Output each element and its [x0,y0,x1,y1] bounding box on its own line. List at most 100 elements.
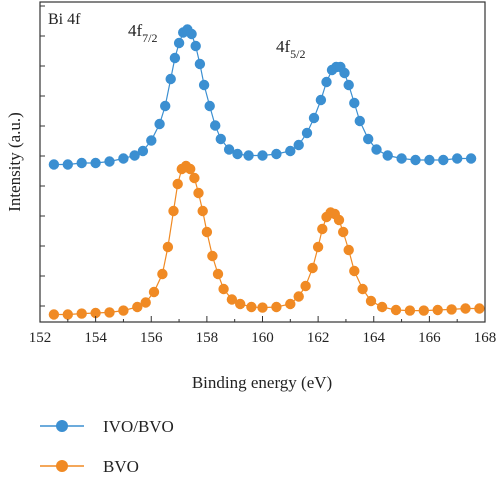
data-point [365,295,377,307]
series-ivo-bvo [48,24,477,170]
data-point [300,280,311,292]
x-tick-label: 164 [363,330,386,346]
data-point [90,157,101,169]
peak-label-4f52-sub: 5/2 [290,47,305,61]
data-point [293,139,304,151]
data-point [132,301,143,313]
data-point [307,262,318,274]
data-point [235,298,246,310]
data-point [243,150,254,161]
svg-text:4f5/2: 4f5/2 [276,37,306,61]
legend-label: IVO/BVO [103,417,174,436]
data-point [197,205,208,217]
data-point [376,301,388,313]
data-point [382,150,393,161]
peak-label-4f52-base: 4f [276,37,291,56]
data-point [165,73,176,85]
data-point [343,244,354,256]
data-point [162,241,174,253]
x-tick-label: 166 [418,330,441,346]
panel-label: Bi 4f [48,11,81,28]
data-point [246,301,257,313]
legend: IVO/BVO BVO [40,417,174,476]
data-point [293,291,304,302]
data-point [148,286,160,298]
svg-text:4f7/2: 4f7/2 [128,21,158,45]
data-point [190,40,201,52]
data-point [146,135,157,146]
data-point [76,157,87,169]
data-point [285,145,296,157]
legend-label: BVO [103,457,139,476]
data-point [118,153,129,164]
data-point [172,178,183,190]
data-point [173,37,185,49]
data-point [48,309,60,320]
data-point [193,187,204,199]
data-point [357,283,368,295]
data-point [271,148,282,160]
data-point [396,153,407,164]
data-point [169,52,181,64]
x-tick-label: 160 [251,330,274,346]
x-tick-label: 168 [474,330,497,346]
data-point [140,297,151,308]
data-point [363,133,374,145]
data-series-layer [48,24,485,320]
data-point [104,156,115,167]
data-point [62,309,73,320]
y-axis-ticks [40,5,45,307]
data-point [371,144,382,155]
data-point [312,241,324,253]
data-point [118,305,129,316]
data-point [315,94,327,106]
data-point [390,304,402,316]
data-point [223,144,235,155]
data-point [410,154,421,166]
data-point [321,76,332,88]
series-line [53,28,472,166]
legend-marker [56,460,68,472]
data-point [212,268,224,280]
data-point [404,305,416,316]
data-point [418,305,429,316]
x-tick-label: 158 [196,330,219,346]
legend-item: IVO/BVO [40,417,174,436]
data-point [474,303,485,314]
data-point [257,150,268,161]
data-point [198,79,210,91]
data-point [257,302,268,313]
x-axis-title: Binding energy (eV) [192,373,332,392]
data-point [349,97,360,109]
peak-label-4f72-sub: 7/2 [142,31,157,45]
data-point [62,159,73,170]
data-point [154,118,165,130]
data-point [207,250,218,262]
data-point [349,265,360,277]
peak-label-4f52: 4f5/2 [276,37,306,61]
data-point [104,307,115,318]
data-point [333,214,345,226]
data-point [460,303,471,314]
data-point [215,133,226,145]
data-point [446,304,457,315]
data-point [168,205,179,217]
data-point [48,159,60,170]
legend-item: BVO [40,457,139,476]
data-point [189,172,200,184]
data-point [424,154,435,166]
data-point [157,268,168,280]
data-point [338,226,349,238]
data-point [76,308,87,319]
data-point [271,301,282,313]
x-tick-label: 152 [29,330,52,346]
data-point [339,67,350,79]
data-point [438,154,449,166]
data-point [285,298,296,310]
series-bvo [48,160,485,320]
x-axis-ticks: 152 154 156 158 160 162 164 166 168 [29,316,497,346]
y-axis-title: Intensity (a.u.) [5,112,24,212]
data-point [90,307,101,319]
data-point [194,58,206,70]
